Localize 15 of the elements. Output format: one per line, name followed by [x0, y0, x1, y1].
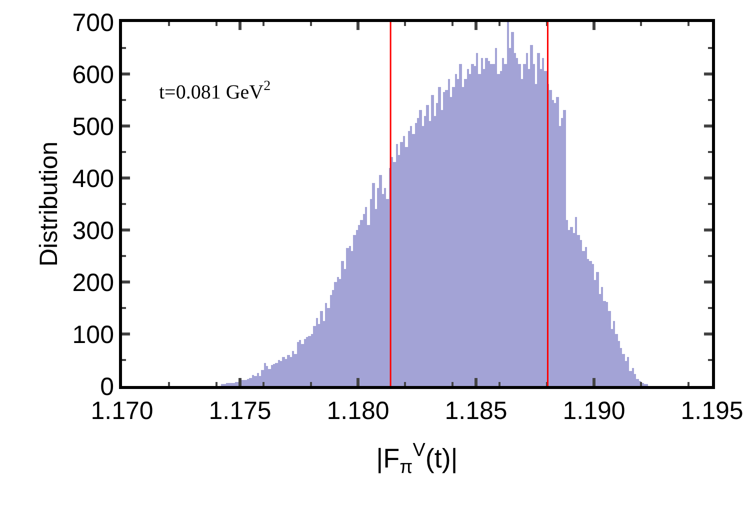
y-tick-label: 600 [72, 60, 114, 89]
x-axis-title: |F$_{π}$$^{V}$(t)| [376, 440, 458, 478]
y-tick-label: 300 [72, 216, 114, 245]
y-tick-label: 400 [72, 164, 114, 193]
x-tick-label: 1.185 [444, 397, 508, 425]
x-tick-label: 1.175 [208, 397, 272, 425]
y-tick-label: 100 [72, 320, 114, 349]
x-tick-label: 1.195 [680, 397, 744, 425]
y-tick-label: 500 [72, 112, 114, 141]
y-axis-title: Distribution [35, 141, 64, 267]
annotation: t=0.081 GeV$^{2}$ [159, 79, 271, 104]
x-tick-label: 1.190 [562, 397, 626, 425]
x-tick-label: 1.180 [326, 397, 390, 425]
y-tick-label: 700 [72, 8, 114, 37]
y-tick-label: 200 [72, 268, 114, 297]
